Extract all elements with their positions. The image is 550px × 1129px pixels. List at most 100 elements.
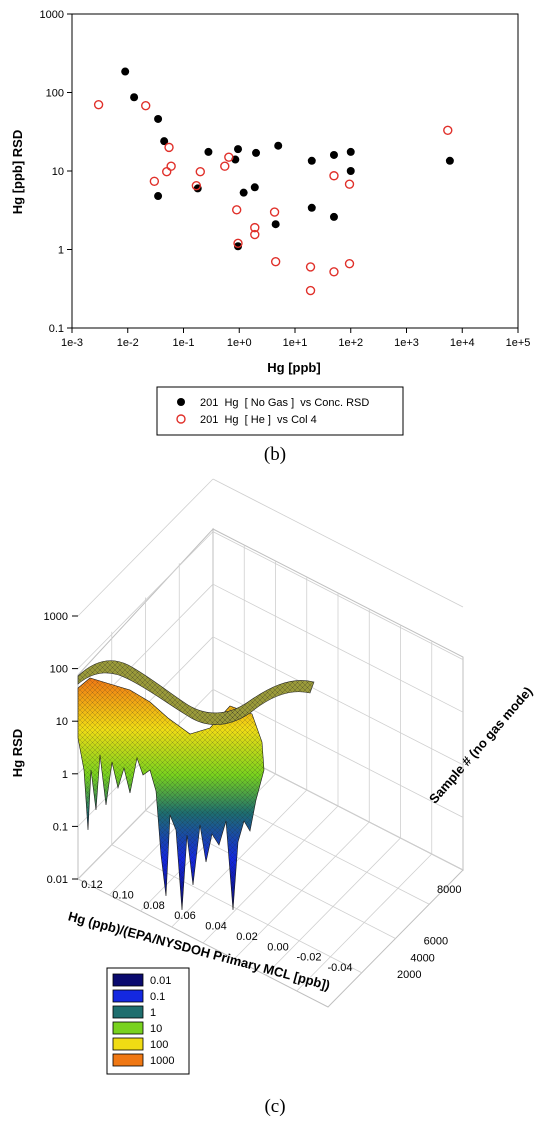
x-tick-label-3d: 0.10 <box>112 889 133 901</box>
point-he <box>164 142 174 153</box>
point-he <box>250 229 260 240</box>
point-no-gas <box>239 188 248 197</box>
surface-mesh-overlay <box>78 678 264 910</box>
point-no-gas <box>329 150 338 159</box>
y-axis-label-3d: Sample # (no gas mode) <box>426 684 535 807</box>
point-no-gas <box>154 114 163 123</box>
panel-label-b: (b) <box>264 444 286 465</box>
point-he <box>344 258 355 269</box>
point-no-gas <box>252 148 261 157</box>
x-tick-label-3d: -0.02 <box>296 952 321 964</box>
colormap-swatch <box>112 1037 144 1051</box>
x-tick-label: 1e+4 <box>450 337 475 349</box>
y-axis-label: Hg [ppb] RSD <box>10 130 25 214</box>
legend: 201 Hg [ No Gas ] vs Conc. RSD 201 Hg [ … <box>156 386 404 436</box>
point-he <box>329 267 339 277</box>
point-no-gas <box>250 183 259 192</box>
point-no-gas <box>307 156 316 165</box>
point-no-gas <box>274 141 283 150</box>
point-he <box>93 99 104 110</box>
x-axis-label: Hg [ppb] <box>267 360 320 375</box>
colormap-label: 0.1 <box>150 991 165 1003</box>
z-tick-label: 0.1 <box>53 821 68 833</box>
surface-chart-c: 0.01 0.1 1 10 100 1000 0.12 0.10 0.08 0.06 0.04 0.… <box>10 478 535 1117</box>
point-no-gas <box>346 147 355 156</box>
grid-line <box>77 478 214 617</box>
point-no-gas <box>307 203 316 212</box>
point-he <box>195 166 205 177</box>
y-tick-label: 1000 <box>40 9 64 21</box>
point-he <box>231 205 242 215</box>
x-tick-label-3d: 0.08 <box>143 900 164 912</box>
x-tick-label: 1e+1 <box>283 337 308 349</box>
x-tick-label: 1e-3 <box>61 337 83 349</box>
point-he <box>141 100 151 111</box>
point-he <box>329 171 339 181</box>
point-no-gas <box>160 137 169 146</box>
point-no-gas <box>130 93 139 102</box>
colormap-swatch <box>112 1021 144 1035</box>
point-he <box>344 179 355 189</box>
z-tick-label: 1000 <box>44 611 68 623</box>
point-no-gas <box>234 242 243 251</box>
panel-label-c: (c) <box>264 1096 285 1117</box>
colormap-label: 1000 <box>150 1055 174 1067</box>
x-tick-label: 1e+3 <box>394 337 419 349</box>
grid-line <box>111 844 362 974</box>
point-no-gas <box>346 167 355 175</box>
point-no-gas <box>445 156 454 165</box>
point-he <box>250 222 260 233</box>
x-tick-label: 1e+2 <box>338 337 363 349</box>
point-no-gas <box>204 147 213 156</box>
point-he <box>305 262 316 272</box>
legend-marker-no-gas <box>177 398 185 406</box>
z-tick-label: 0.01 <box>47 874 68 886</box>
x-tick-label-3d: 0.00 <box>267 941 288 953</box>
colormap-swatch <box>112 1053 144 1067</box>
surface-top-cap <box>78 660 314 725</box>
x-axis-label-3d: Hg (ppb)/(EPA/NYSDOH Primary MCL [ppb]) <box>67 908 332 992</box>
y-tick-label-3d: 8000 <box>437 884 461 896</box>
point-he <box>443 125 453 135</box>
colormap-label: 0.01 <box>150 975 171 987</box>
z-axis-label: Hg RSD <box>10 729 25 777</box>
point-he <box>269 207 280 217</box>
point-no-gas <box>234 145 243 154</box>
point-he <box>149 176 160 186</box>
colormap-swatch <box>112 973 144 987</box>
scatter-chart-b: 0.1 1 10 100 1000 1e-3 1e-2 1e-1 1e+0 1e+1 1e+2 1e… <box>10 9 531 465</box>
colormap-label: 10 <box>150 1023 162 1035</box>
y-tick-label-3d: 6000 <box>424 936 448 948</box>
legend-label-no-gas: 201 Hg [ No Gas ] vs Conc. RSD <box>200 397 369 409</box>
x-tick-label: 1e+0 <box>227 337 252 349</box>
point-no-gas <box>121 67 130 76</box>
x-tick-label: 1e-2 <box>117 337 139 349</box>
x-tick-label-3d: -0.04 <box>327 962 352 974</box>
z-tick-label: 100 <box>50 664 68 676</box>
y-tick-label: 1 <box>58 245 64 257</box>
x-tick-label-3d: 0.12 <box>81 879 102 891</box>
point-he <box>224 152 234 162</box>
point-no-gas <box>329 212 338 221</box>
z-tick-label: 1 <box>62 769 68 781</box>
y-tick-label-3d: 2000 <box>397 969 421 981</box>
y-tick-label-3d: 4000 <box>410 952 434 964</box>
plot-frame <box>71 13 519 329</box>
legend-box <box>156 386 404 436</box>
surface-mesh <box>77 660 315 911</box>
y-tick-label: 100 <box>46 88 64 100</box>
colormap-label: 100 <box>150 1039 168 1051</box>
x-tick-label: 1e+5 <box>506 337 531 349</box>
x-tick-label-3d: 0.02 <box>236 931 257 943</box>
y-tick-label: 0.1 <box>49 323 64 335</box>
point-he <box>270 256 281 267</box>
point-no-gas <box>154 192 163 201</box>
point-he <box>191 180 202 191</box>
y-tick-label: 10 <box>52 166 64 178</box>
colormap-legend: 0.01 0.1 1 10 100 1000 <box>106 967 190 1075</box>
z-tick-label: 10 <box>56 716 68 728</box>
x-tick-label: 1e-1 <box>172 337 194 349</box>
colormap-swatch <box>112 989 144 1003</box>
point-he <box>162 166 172 177</box>
point-he <box>233 238 243 248</box>
